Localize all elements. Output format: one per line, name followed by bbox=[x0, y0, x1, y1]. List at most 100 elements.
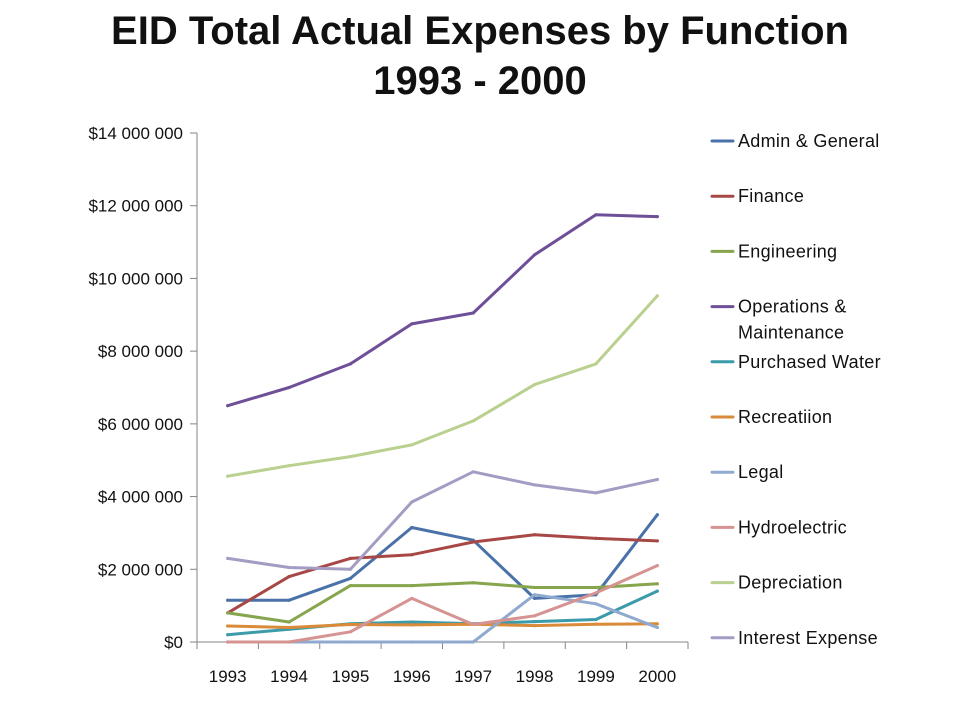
x-tick-label: 1997 bbox=[454, 667, 492, 686]
data-point bbox=[471, 419, 475, 423]
y-tick-label: $0 bbox=[164, 633, 183, 652]
x-tick-label: 1996 bbox=[393, 667, 431, 686]
data-point bbox=[410, 525, 414, 530]
legend-label: Maintenance bbox=[738, 323, 844, 343]
series-line bbox=[226, 593, 659, 644]
data-point bbox=[410, 620, 414, 624]
data-point bbox=[226, 556, 230, 560]
data-point bbox=[532, 620, 537, 624]
chart-title-line-2: 1993 - 2000 bbox=[373, 59, 587, 103]
data-point bbox=[655, 589, 659, 593]
data-point bbox=[410, 640, 414, 644]
data-point bbox=[655, 582, 659, 586]
series-lines bbox=[226, 213, 659, 644]
series-recreatiion bbox=[226, 622, 659, 630]
legend-label: Legal bbox=[738, 462, 784, 482]
data-point bbox=[532, 624, 537, 628]
series-line bbox=[226, 294, 659, 478]
data-point bbox=[226, 611, 230, 615]
legend: Admin & General Finance Engineering Operati… bbox=[710, 131, 881, 648]
legend-label: Purchased Water bbox=[738, 352, 881, 372]
data-point bbox=[655, 513, 659, 517]
data-point bbox=[594, 585, 598, 590]
legend-label: Recreatiion bbox=[738, 407, 832, 427]
series-depreciation bbox=[226, 294, 659, 478]
data-point bbox=[655, 539, 659, 543]
legend-label: Engineering bbox=[738, 241, 837, 261]
data-point bbox=[655, 564, 659, 568]
y-tick-label: $6 000 000 bbox=[98, 415, 183, 434]
legend-item: Admin & General bbox=[710, 131, 880, 151]
data-point bbox=[594, 622, 598, 626]
data-point bbox=[410, 584, 414, 588]
data-point bbox=[287, 598, 291, 602]
x-tick-label: 1999 bbox=[577, 667, 615, 686]
data-point bbox=[594, 602, 598, 606]
data-point bbox=[655, 477, 659, 482]
data-point bbox=[532, 593, 537, 597]
legend-label: Operations & bbox=[738, 297, 847, 317]
data-point bbox=[655, 294, 659, 298]
data-point bbox=[594, 491, 598, 495]
data-point bbox=[471, 311, 475, 315]
data-point bbox=[594, 591, 598, 595]
y-tick-label: $14 000 000 bbox=[88, 124, 183, 143]
data-point bbox=[287, 620, 291, 624]
data-point bbox=[594, 362, 598, 366]
data-point bbox=[655, 625, 659, 630]
data-point bbox=[348, 576, 353, 580]
series-line bbox=[226, 581, 659, 624]
data-point bbox=[655, 622, 659, 626]
data-point bbox=[471, 470, 475, 474]
data-point bbox=[348, 556, 353, 560]
legend-item: Operations & Maintenance bbox=[710, 297, 847, 343]
legend-item: Hydroelectric bbox=[710, 517, 847, 537]
x-tick-label: 1998 bbox=[516, 667, 554, 686]
data-point bbox=[532, 483, 537, 487]
data-point bbox=[287, 464, 291, 468]
data-point bbox=[287, 640, 291, 644]
data-point bbox=[410, 500, 414, 504]
series-interest-expense bbox=[226, 470, 659, 571]
chart-title: EID Total Actual Expenses by Function 19… bbox=[0, 6, 960, 106]
data-point bbox=[348, 622, 353, 627]
data-point bbox=[594, 617, 598, 622]
series-line bbox=[226, 533, 659, 615]
data-point bbox=[532, 614, 537, 618]
series-hydroelectric bbox=[226, 564, 659, 644]
chart-title-line-1: EID Total Actual Expenses by Function bbox=[111, 9, 849, 53]
data-point bbox=[471, 540, 475, 544]
data-point bbox=[532, 253, 537, 257]
series-engineering bbox=[226, 581, 659, 624]
legend-label: Admin & General bbox=[738, 131, 880, 151]
y-tick-label: $10 000 000 bbox=[88, 269, 183, 288]
x-tick-label: 1994 bbox=[270, 667, 308, 686]
data-point bbox=[471, 581, 475, 585]
x-tick-label: 2000 bbox=[638, 667, 676, 686]
data-point bbox=[532, 382, 537, 387]
data-point bbox=[348, 454, 353, 459]
data-point bbox=[348, 567, 353, 571]
legend-label: Interest Expense bbox=[738, 628, 878, 648]
legend-label: Depreciation bbox=[738, 573, 843, 593]
legend-item: Depreciation bbox=[710, 573, 843, 593]
series-line bbox=[226, 213, 659, 408]
series-line bbox=[226, 622, 659, 629]
x-tick-label: 1995 bbox=[332, 667, 370, 686]
legend-item: Engineering bbox=[710, 241, 837, 261]
legend-label: Finance bbox=[738, 186, 804, 206]
data-point bbox=[226, 633, 230, 637]
data-point bbox=[348, 362, 353, 366]
data-point bbox=[410, 553, 414, 557]
data-point bbox=[471, 622, 475, 627]
data-point bbox=[348, 640, 353, 644]
y-tick-label: $8 000 000 bbox=[98, 342, 183, 361]
data-point bbox=[532, 533, 537, 537]
data-point bbox=[594, 213, 598, 217]
data-point bbox=[532, 585, 537, 590]
series-line bbox=[226, 470, 659, 571]
data-point bbox=[594, 536, 598, 540]
legend-item: Purchased Water bbox=[710, 352, 881, 372]
data-point bbox=[348, 584, 353, 588]
legend-item: Interest Expense bbox=[710, 628, 878, 648]
